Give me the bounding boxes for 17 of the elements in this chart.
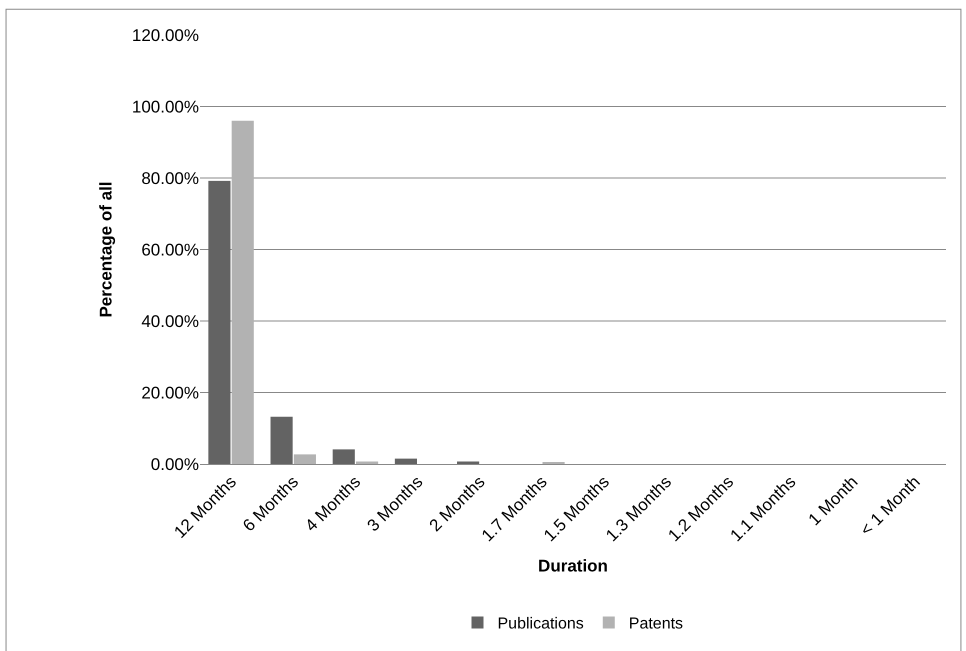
y-tick-label: 20.00% [141, 383, 199, 402]
y-tick-label: 120.00% [132, 26, 199, 45]
x-axis-title: Duration [538, 556, 608, 576]
y-tick-label: 0.00% [150, 454, 199, 474]
y-axis-title: Percentage of all [96, 181, 116, 318]
y-tick-label: 80.00% [141, 168, 199, 188]
legend-label: Patents [628, 616, 684, 633]
bar [394, 458, 417, 464]
bar [232, 120, 254, 464]
bar [294, 454, 316, 464]
bar [270, 416, 293, 464]
bar [332, 449, 355, 464]
y-tick-label: 40.00% [141, 312, 199, 331]
y-tick-label: 100.00% [132, 97, 199, 116]
legend-label: Publications [498, 616, 584, 633]
bar [208, 180, 230, 464]
y-tick-label: 60.00% [141, 240, 199, 260]
